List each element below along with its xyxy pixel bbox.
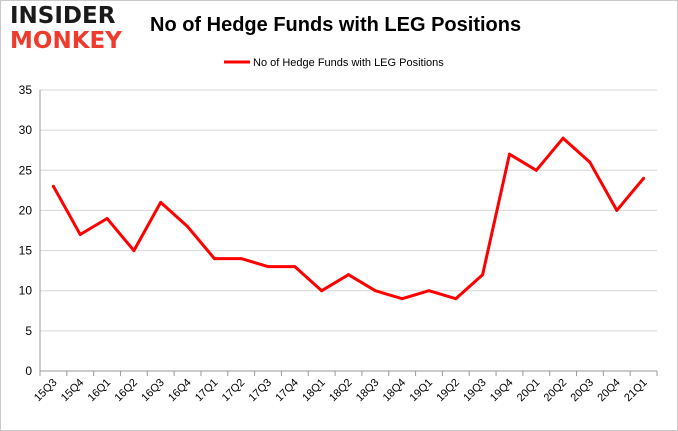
- x-tick-label: 19Q4: [488, 377, 516, 405]
- x-tick-label: 16Q2: [112, 377, 140, 405]
- y-tick-label: 30: [19, 123, 33, 137]
- data-point: [347, 273, 350, 277]
- x-tick-label: 17Q1: [193, 377, 221, 405]
- x-tick-label: 19Q3: [461, 377, 489, 405]
- x-tick-label: 18Q3: [354, 377, 382, 405]
- data-point: [454, 297, 458, 301]
- x-tick-label: 20Q3: [569, 377, 597, 405]
- x-tick-label: 20Q2: [542, 377, 570, 405]
- data-point: [212, 257, 216, 261]
- y-tick-label: 35: [19, 83, 33, 97]
- logo-line-1: INSIDER: [10, 3, 116, 29]
- data-point: [186, 224, 190, 228]
- y-tick-label: 0: [25, 364, 32, 378]
- x-tick-label: 16Q4: [166, 377, 194, 405]
- y-tick-label: 25: [19, 163, 33, 177]
- data-point: [427, 289, 431, 293]
- logo-line-2: MONKEY: [10, 28, 122, 54]
- data-point: [159, 200, 163, 204]
- data-point: [293, 265, 297, 269]
- legend-label: No of Hedge Funds with LEG Positions: [253, 57, 444, 69]
- x-tick-label: 18Q4: [381, 377, 409, 405]
- data-point: [266, 265, 270, 269]
- x-tick-label: 18Q2: [327, 377, 355, 405]
- data-point: [373, 289, 377, 293]
- x-tick-label: 18Q1: [300, 377, 328, 405]
- x-tick-label: 15Q3: [32, 377, 60, 405]
- x-tick-label: 16Q3: [139, 377, 167, 405]
- x-tick-label: 17Q3: [247, 377, 275, 405]
- data-point: [534, 168, 538, 172]
- x-tick-label: 21Q1: [622, 377, 650, 405]
- data-point: [51, 184, 55, 188]
- data-point: [481, 273, 485, 277]
- data-point: [561, 136, 565, 140]
- data-point: [78, 233, 82, 237]
- x-tick-label: 20Q1: [515, 377, 543, 405]
- data-point: [105, 216, 109, 220]
- y-tick-label: 15: [19, 244, 33, 258]
- x-tick-label: 17Q2: [220, 377, 248, 405]
- x-tick-label: 15Q4: [59, 377, 87, 405]
- data-point: [507, 152, 511, 156]
- x-tick-label: 17Q4: [273, 377, 301, 405]
- x-tick-label: 16Q1: [86, 377, 114, 405]
- data-point: [400, 297, 404, 301]
- chart-title: No of Hedge Funds with LEG Positions: [150, 14, 522, 36]
- x-tick-label: 19Q2: [434, 377, 462, 405]
- data-point: [588, 160, 592, 164]
- y-tick-label: 10: [19, 284, 33, 298]
- insider-monkey-logo: INSIDER MONKEY: [10, 4, 122, 54]
- data-point: [615, 208, 619, 212]
- data-point: [239, 257, 243, 261]
- x-tick-label: 19Q1: [408, 377, 436, 405]
- y-tick-label: 5: [25, 324, 32, 338]
- data-point: [132, 249, 136, 253]
- y-tick-label: 20: [19, 203, 33, 217]
- data-point: [320, 289, 324, 293]
- x-tick-label: 20Q4: [595, 377, 623, 405]
- data-point: [642, 176, 646, 180]
